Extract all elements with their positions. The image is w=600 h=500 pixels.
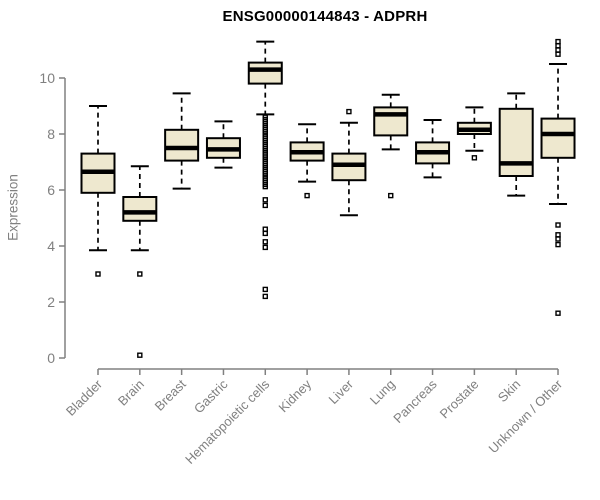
x-tick-label-bladder: Bladder [63,376,106,419]
y-tick-label: 10 [39,70,55,86]
box-breast [164,92,200,190]
iqr-box [164,128,200,162]
iqr-box [373,106,409,137]
outlier-point [346,108,352,115]
box-hematopoietic-cells [247,40,283,300]
outlier-point [262,244,268,251]
x-tick-label-skin: Skin [495,377,523,405]
outlier-point [95,271,101,277]
outlier-point [471,155,478,161]
box-gastric [205,120,241,169]
box-liver [331,108,367,217]
box-prostate [456,106,492,161]
outlier-point [555,47,561,53]
outlier-point [555,43,561,49]
y-tick-label: 0 [47,350,55,366]
box-skin [498,92,534,197]
iqr-box [498,107,534,177]
outlier-point [388,192,394,199]
y-axis-title: Expression [5,174,21,241]
x-tick-label-prostate: Prostate [437,377,482,422]
outlier-point [262,239,268,245]
chart-title: ENSG00000144843 - ADPRH [222,8,428,25]
box-unknown-other [540,38,576,316]
y-tick-label: 8 [47,126,55,142]
outlier-point [555,222,561,228]
box-brain [122,165,158,358]
outlier-point [555,310,561,316]
x-tick-label-kidney: Kidney [276,376,315,415]
iqr-box [247,61,283,85]
outlier-point [262,230,268,237]
iqr-box [540,117,576,159]
x-tick-label-unknown-other: Unknown / Other [486,376,566,456]
x-tick-label-liver: Liver [326,376,357,407]
outlier-point [262,202,268,209]
y-tick-label: 4 [47,238,55,254]
box-kidney [289,123,325,199]
outlier-point [262,286,268,293]
x-tick-label-breast: Breast [152,376,189,413]
outlier-point [555,241,561,248]
box-lung [373,93,409,199]
outlier-point [137,352,143,358]
x-tick-label-lung: Lung [367,377,398,408]
x-tick-label-brain: Brain [115,377,147,409]
iqr-box [122,196,158,222]
outlier-point [555,236,561,242]
outlier-point [137,271,143,277]
outlier-point [262,226,268,232]
box-bladder [80,105,116,277]
outlier-point [555,38,561,45]
x-tick-label-pancreas: Pancreas [390,376,440,426]
outlier-point [555,232,561,238]
outlier-point [262,293,268,300]
y-tick-label: 2 [47,294,55,310]
outlier-point [262,197,268,203]
x-tick-label-gastric: Gastric [191,376,231,416]
outlier-point [304,192,310,199]
y-tick-label: 6 [47,182,55,198]
outlier-point [555,51,561,57]
box-pancreas [415,119,451,179]
outlier-point [262,183,268,190]
